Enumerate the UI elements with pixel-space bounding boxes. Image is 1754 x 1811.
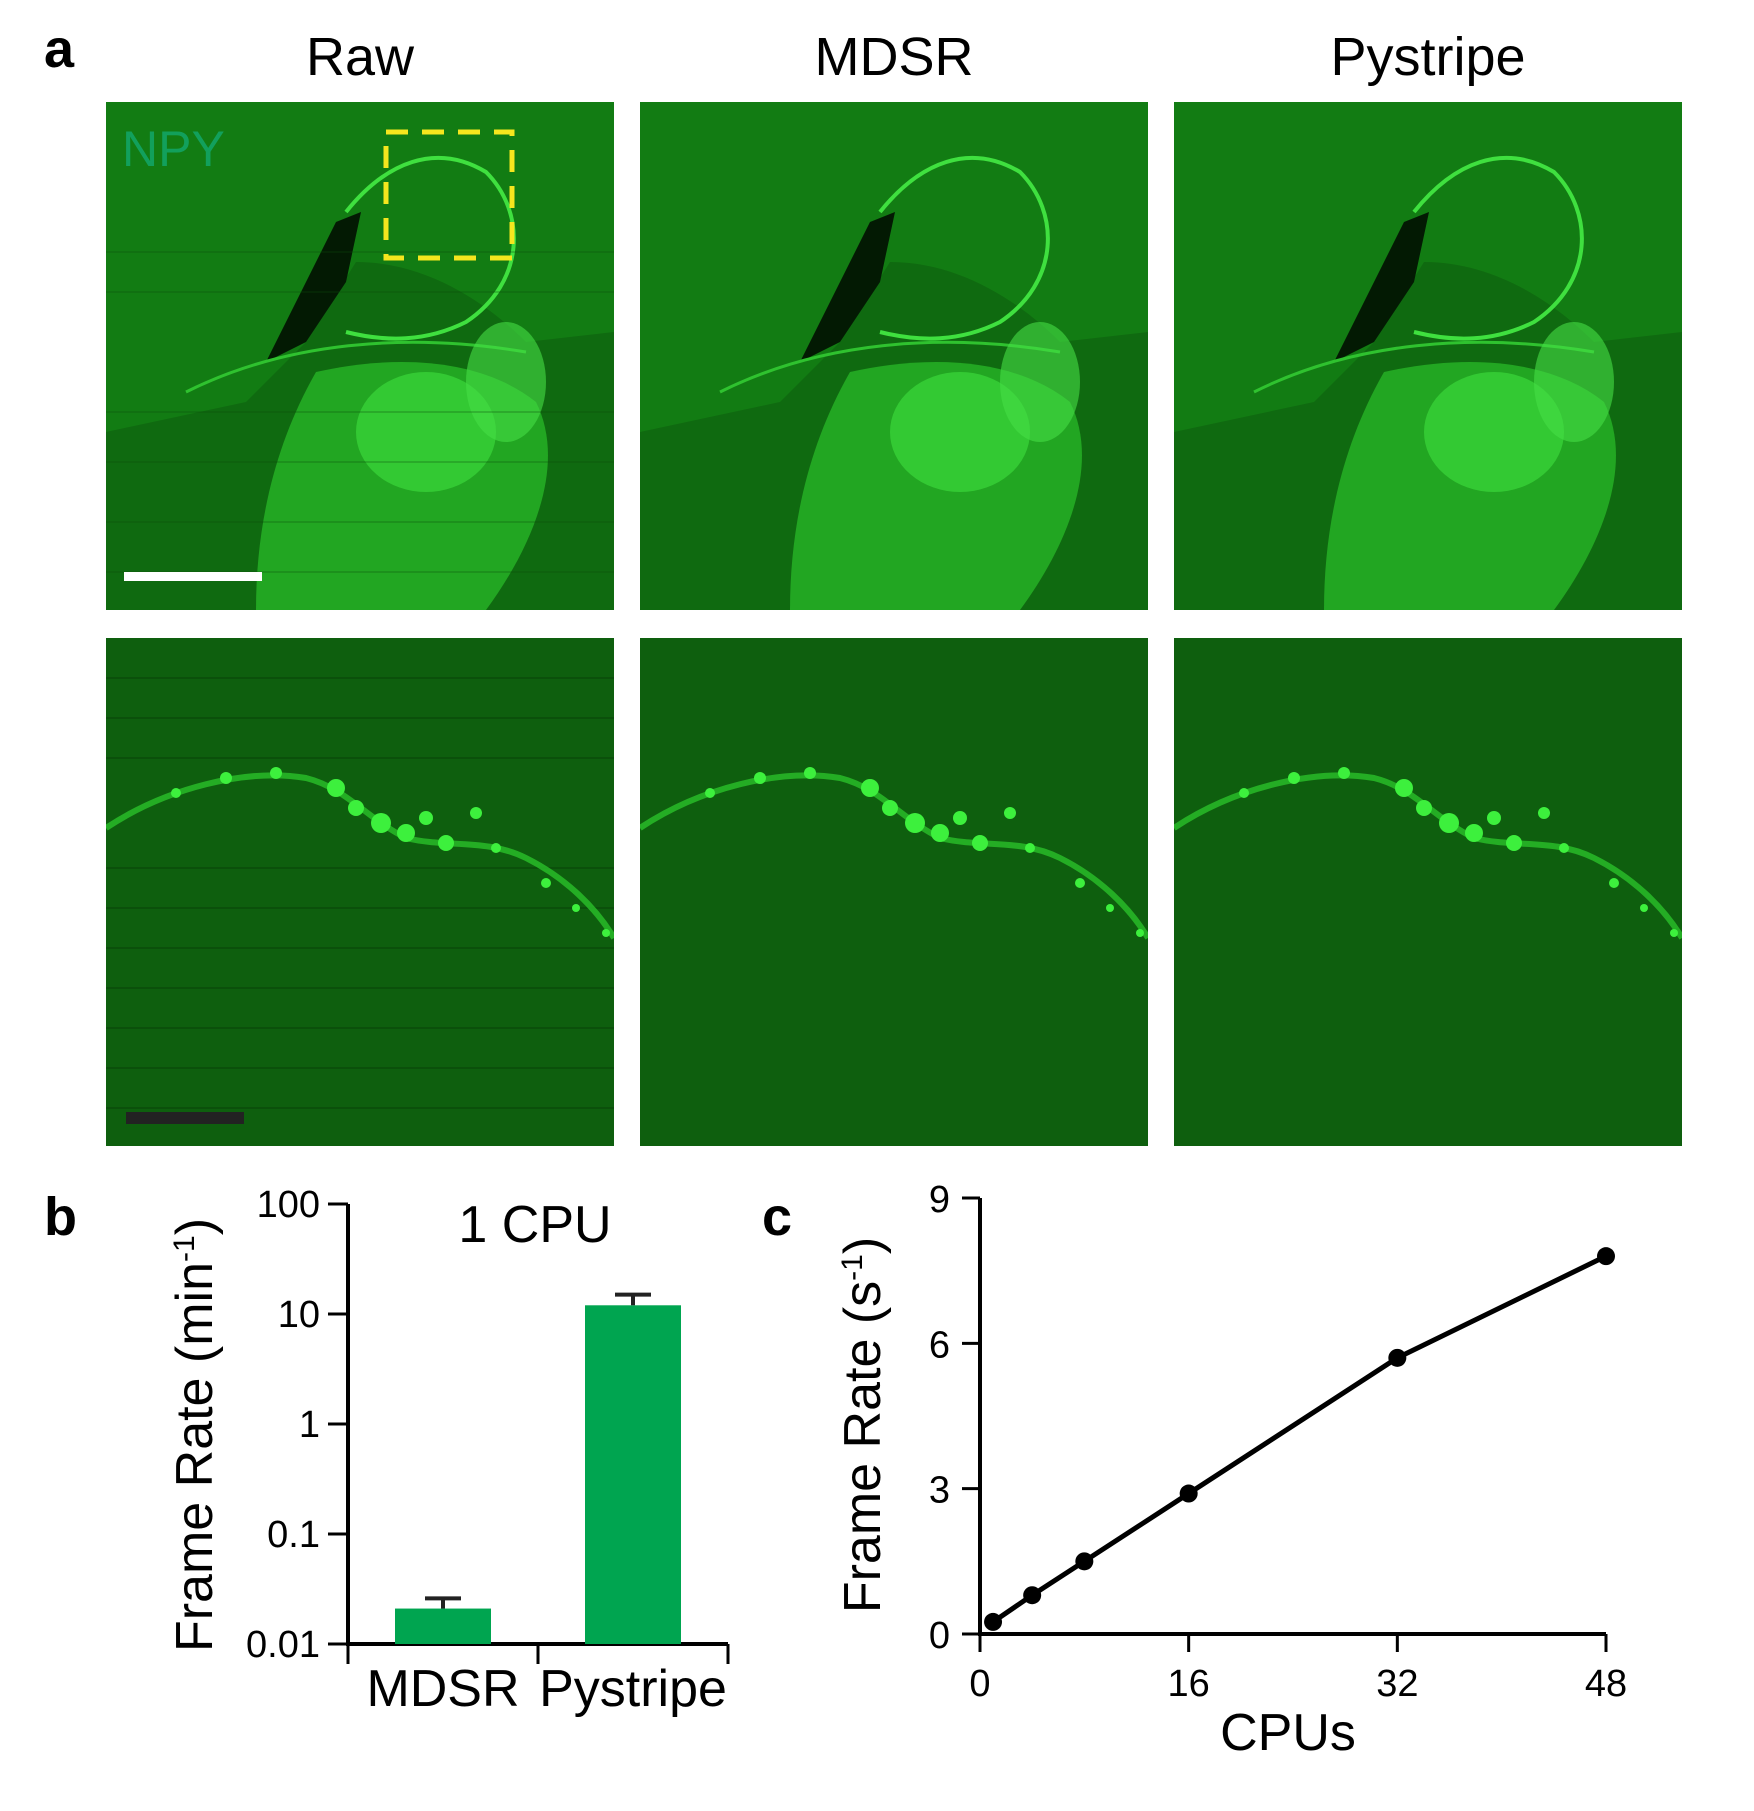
chart-c-series-line <box>991 1253 1608 1624</box>
chart-c-ytick-label: 9 <box>929 1179 950 1221</box>
chart-c-plot: 0 3 6 9 0 16 32 48 <box>929 1179 1627 1705</box>
chart-b-bar <box>585 1305 681 1644</box>
chart-b-bar <box>395 1608 491 1644</box>
chart-c-point <box>1388 1348 1407 1367</box>
panel-b-letter: b <box>44 1187 77 1247</box>
chart-b-category-label: Pystripe <box>539 1660 727 1718</box>
panel-a-letter: a <box>44 19 75 79</box>
chart-c-point <box>1023 1586 1042 1605</box>
chart-c-xlabel: CPUs <box>1220 1704 1356 1762</box>
pystripe-overview-image <box>1174 102 1682 610</box>
chart-c-ytick-label: 0 <box>929 1615 950 1657</box>
chart-c-ylabel: Frame Rate (s-1) <box>834 1237 892 1613</box>
panel-c-letter: c <box>762 1187 793 1247</box>
chart-b-category-label: MDSR <box>366 1660 519 1718</box>
chart-b-title: 1 CPU <box>458 1196 611 1254</box>
stain-label-npy: NPY <box>122 121 225 177</box>
raw-zoom-image <box>106 638 614 1146</box>
chart-c-xtick-label: 48 <box>1585 1663 1627 1705</box>
chart-b-ytick-label: 1 <box>299 1404 320 1446</box>
chart-c-ytick-label: 3 <box>929 1470 950 1512</box>
chart-b-ytick-label: 100 <box>257 1184 320 1226</box>
scale-bar <box>124 572 262 581</box>
chart-c-point <box>1179 1484 1198 1503</box>
mdsr-zoom-image <box>640 638 1148 1146</box>
chart-b-ytick-label: 0.1 <box>267 1514 320 1556</box>
chart-b-ytick-label: 0.01 <box>246 1624 320 1666</box>
chart-b-plot: 0.01 0.1 1 10 100 MDSR Pystripe <box>246 1184 730 1718</box>
column-title-mdsr: MDSR <box>814 27 974 87</box>
chart-c-xtick-label: 0 <box>969 1663 990 1705</box>
column-title-raw: Raw <box>305 27 415 87</box>
raw-overview-image <box>106 102 614 610</box>
mdsr-overview-image <box>640 102 1148 610</box>
scale-bar-dark <box>126 1112 244 1124</box>
column-title-pystripe: Pystripe <box>1330 27 1526 87</box>
chart-c-ytick-label: 6 <box>929 1324 950 1366</box>
chart-c-xtick-label: 16 <box>1168 1663 1210 1705</box>
chart-c-point <box>984 1612 1003 1631</box>
pystripe-zoom-image <box>1174 638 1682 1146</box>
chart-b-ylabel: Frame Rate (min-1) <box>166 1218 224 1652</box>
roi-dashed-box <box>383 129 515 261</box>
chart-c-point <box>1075 1552 1094 1571</box>
chart-c-point <box>1597 1247 1615 1266</box>
chart-c-xtick-label: 32 <box>1376 1663 1418 1705</box>
chart-b-ytick-label: 10 <box>278 1294 320 1336</box>
